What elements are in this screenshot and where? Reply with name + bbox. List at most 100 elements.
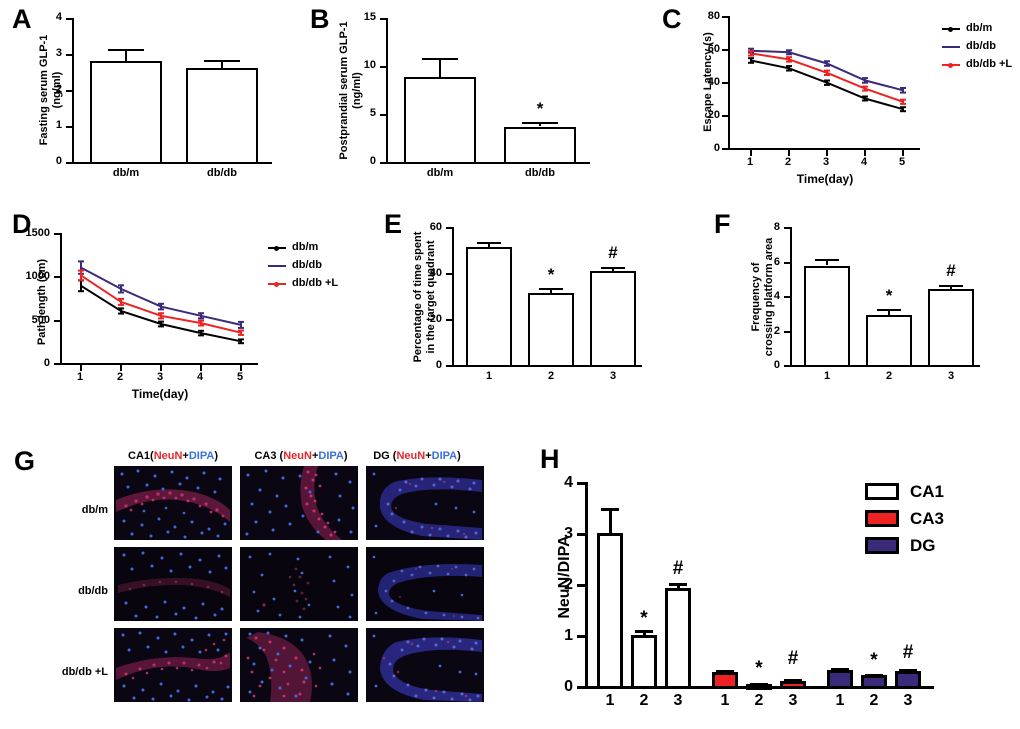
bar-ca1-3 <box>665 587 691 689</box>
panel-g-column-header-ca3: CA3 (NeuN+DIPA) <box>240 450 362 462</box>
panel-c-xtick-1: 1 <box>746 156 754 168</box>
legend-swatch-ca3 <box>865 510 899 527</box>
panel-e-ytick-0: 0 <box>435 359 442 371</box>
tick <box>54 319 60 322</box>
legend-marker-db-db-l <box>948 62 953 68</box>
tick <box>80 365 82 371</box>
tick <box>446 365 452 367</box>
panel-c-xaxis <box>728 148 920 150</box>
tick <box>577 686 585 689</box>
errorbar <box>550 287 552 293</box>
paren-close: ) <box>343 450 348 462</box>
errorbar-cap <box>784 679 802 683</box>
errorbar-cap <box>877 308 901 311</box>
tick <box>380 66 386 68</box>
panel-d-ytick-500: 500 <box>31 313 50 326</box>
errorbar <box>608 507 612 533</box>
tick <box>446 319 452 321</box>
panel-g: G CA1(NeuN+DIPA) CA3 (NeuN+DIPA) DG (Neu… <box>0 430 500 729</box>
panel-d-lines <box>78 260 244 345</box>
bar-db-m <box>90 60 162 164</box>
panel-d-ytick-1500: 1500 <box>25 227 50 239</box>
errorbar <box>888 308 890 315</box>
bar-ca3-1 <box>712 672 738 689</box>
stain-neun: NeuN <box>153 450 183 462</box>
tick <box>200 365 202 371</box>
panel-h-sig-ca3-2: * <box>755 658 763 679</box>
errorbar-cap <box>831 667 849 671</box>
legend-swatch-dg <box>865 537 899 554</box>
panel-h-ytick-1: 1 <box>564 627 573 644</box>
panel-d-label: D <box>12 209 32 239</box>
errorbar-cap <box>669 583 687 586</box>
panel-b-ylabel: Postprandial serum GLP-1 (ng/ml) <box>338 3 364 178</box>
stain-neun: NeuN <box>283 450 312 462</box>
panel-g-column-header-dg: DG (NeuN+DIPA) <box>356 450 478 462</box>
legend-swatch-ca1 <box>865 483 899 500</box>
panel-h-sig-ca1-2: * <box>640 608 648 629</box>
panel-h-xtick-dg-1: 1 <box>835 692 845 709</box>
paren-open: ( <box>150 450 154 462</box>
tick <box>380 162 386 164</box>
tick <box>784 330 790 333</box>
bar-group-3 <box>590 270 636 367</box>
panel-h-label: H <box>540 444 560 474</box>
panel-g-column-header-ca1: CA1(NeuN+DIPA) <box>112 450 234 462</box>
errorbar <box>488 242 490 247</box>
micrograph-ca1-db-m <box>114 466 232 540</box>
panel-e-significance-hash: # <box>608 243 618 262</box>
panel-g-row-label-db-m: db/m <box>81 504 108 516</box>
panel-h-xtick-ca3-3: 3 <box>788 692 798 709</box>
panel-a-yaxis <box>72 18 74 164</box>
panel-g-row-label-db-db-l: db/db +L <box>61 666 108 678</box>
legend-label-ca3: CA3 <box>910 509 945 528</box>
legend-label-db-m: db/m <box>966 22 993 34</box>
panel-c-ytick-80: 80 <box>707 10 720 22</box>
tick <box>577 584 585 587</box>
panel-d-ytick-0: 0 <box>43 357 50 369</box>
legend-label-dg: DG <box>910 536 936 555</box>
panel-e-ytick-60: 60 <box>429 221 442 233</box>
panel-f-ytick-4: 4 <box>773 290 780 302</box>
errorbar <box>950 285 952 289</box>
tick <box>577 533 585 536</box>
micrograph-ca1-db-db <box>114 547 232 621</box>
tick <box>66 90 72 92</box>
panel-f: F Frequency of crossing platform area 8 … <box>690 205 1020 410</box>
panel-g-label: G <box>14 446 36 476</box>
bar-dg-1 <box>827 669 853 689</box>
tick <box>722 148 728 150</box>
panel-c-xlabel: Time(day) <box>796 172 854 186</box>
bar-ca1-1 <box>597 532 623 689</box>
panel-h-ytick-3: 3 <box>564 525 573 542</box>
tick <box>902 150 904 156</box>
errorbar-cap <box>635 630 653 634</box>
panel-b-ytick-10: 10 <box>363 59 376 71</box>
tick <box>446 273 452 275</box>
panel-a-xlabel-db-m: db/m <box>112 167 140 179</box>
micrograph-ca3-db-m <box>240 466 358 540</box>
tick <box>864 150 866 156</box>
panel-d-xaxis <box>60 363 258 365</box>
panel-d-yaxis <box>60 233 62 365</box>
panel-e-ylabel: Percentage of time spent in the target q… <box>412 217 438 377</box>
tick <box>66 126 72 128</box>
panel-a-xlabel-db-db: db/db <box>207 167 237 179</box>
plus: + <box>182 450 189 462</box>
panel-h-xtick-ca1-2: 2 <box>639 692 649 709</box>
panel-g-row-label-db-db: db/db <box>78 585 108 597</box>
errorbar <box>826 259 828 266</box>
tick <box>826 150 828 156</box>
panel-a-xaxis <box>72 162 272 164</box>
tick <box>722 16 728 18</box>
tick <box>54 233 60 235</box>
panel-e: E Percentage of time spent in the target… <box>380 205 680 410</box>
tick <box>784 261 790 264</box>
legend-label-db-db: db/db <box>292 259 322 271</box>
tick <box>66 54 72 56</box>
legend-line-db-db <box>942 46 960 48</box>
tick <box>788 150 790 156</box>
panel-c-xtick-4: 4 <box>860 156 868 168</box>
panel-h-xtick-ca3-2: 2 <box>754 692 764 709</box>
tick <box>54 276 60 279</box>
